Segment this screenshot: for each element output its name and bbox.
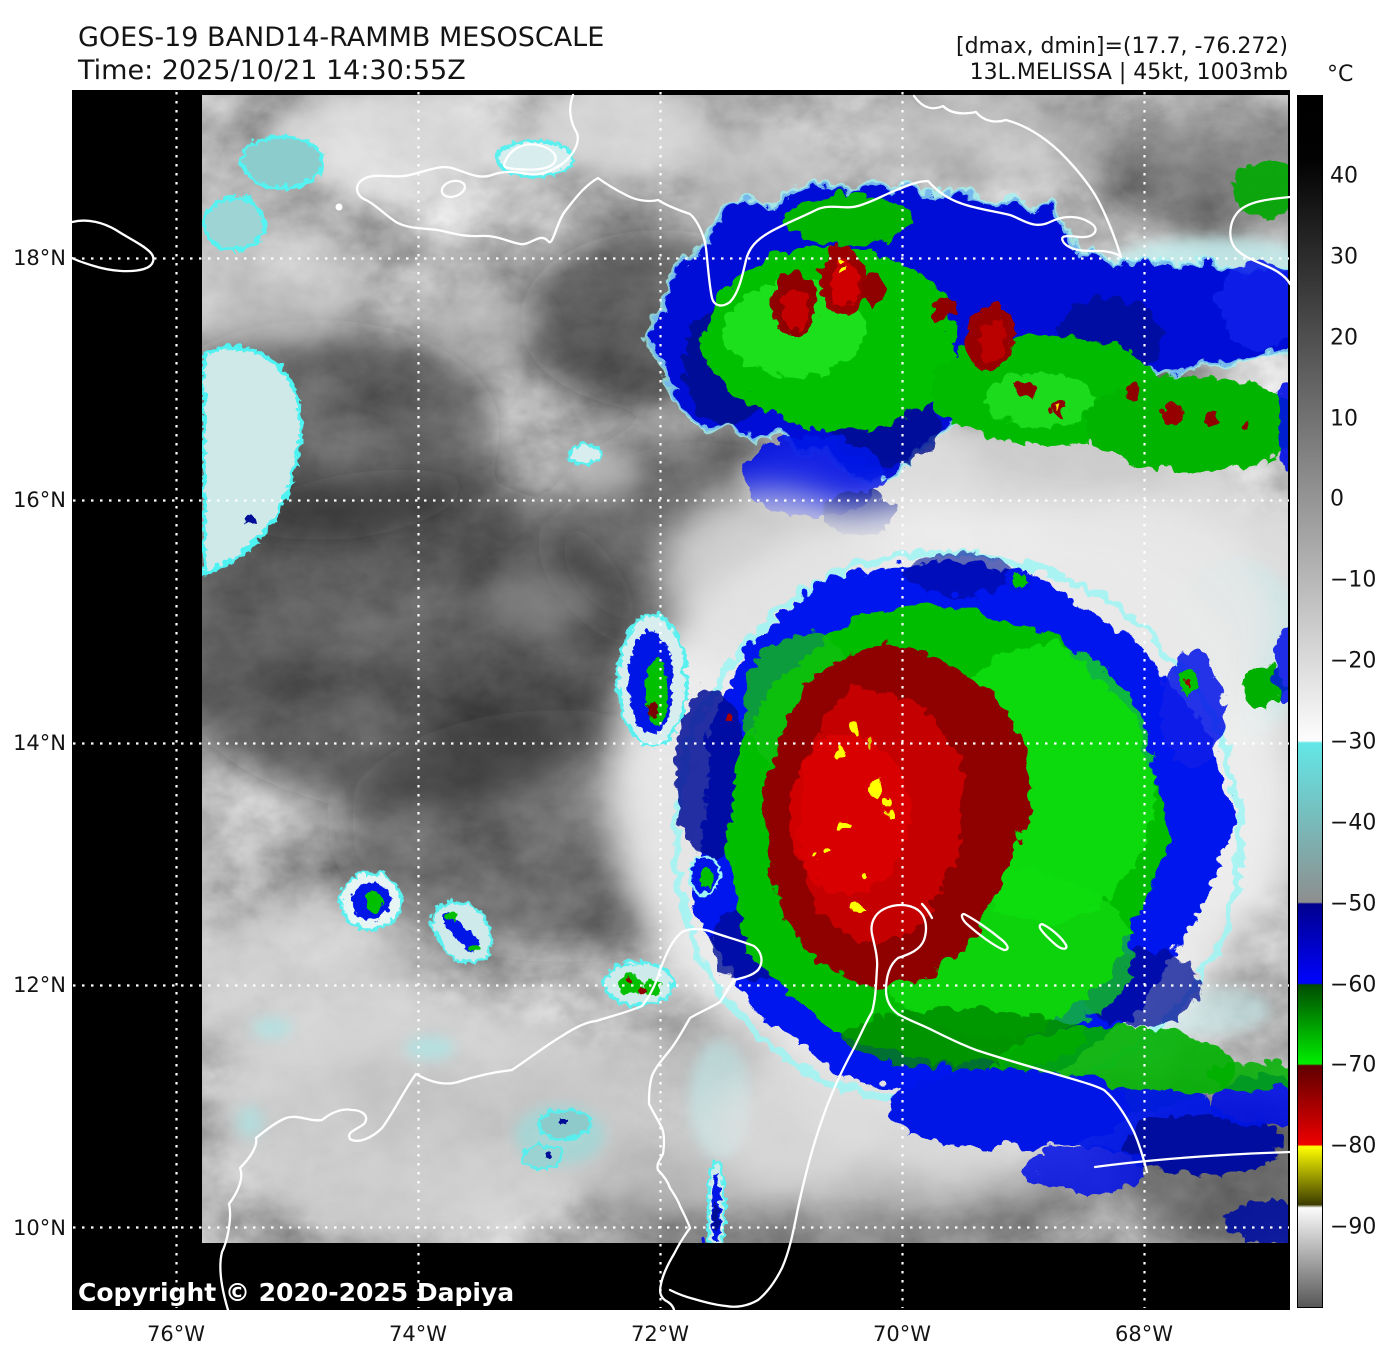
colorbar-tick: 0 (1330, 486, 1344, 512)
lat-tick-label: 12°N (13, 973, 66, 997)
lon-tick-label: 72°W (631, 1322, 689, 1346)
colorbar-tick: 20 (1330, 325, 1358, 351)
data-extremes: [dmax, dmin]=(17.7, -76.272) (956, 34, 1288, 59)
colorbar-tick: −10 (1330, 567, 1377, 593)
page-title: GOES-19 BAND14-RAMMB MESOSCALE (78, 22, 605, 53)
colorbar-unit: °C (1327, 62, 1354, 87)
colorbar-tick: −50 (1330, 891, 1377, 917)
satellite-data-layer (202, 95, 1288, 1243)
lat-tick-label: 16°N (13, 488, 66, 512)
lon-tick-label: 74°W (389, 1322, 447, 1346)
colorbar-tick: −90 (1330, 1214, 1377, 1240)
timestamp: Time: 2025/10/21 14:30:55Z (78, 55, 466, 86)
coastlines-layer (72, 93, 1290, 1310)
colorbar-tick: 10 (1330, 406, 1358, 432)
lon-tick-label: 70°W (873, 1322, 931, 1346)
colorbar-tick: 30 (1330, 244, 1358, 270)
colorbar-tick: −80 (1330, 1133, 1377, 1159)
lat-tick-label: 10°N (13, 1216, 66, 1240)
colorbar-tick: −40 (1330, 810, 1377, 836)
colorbar-tick: −20 (1330, 648, 1377, 674)
colorbar-tick: −70 (1330, 1052, 1377, 1078)
copyright-notice: Copyright © 2020-2025 Dapiya (78, 1278, 515, 1307)
lon-tick-label: 76°W (147, 1322, 205, 1346)
lon-tick-label: 68°W (1115, 1322, 1173, 1346)
lat-tick-label: 14°N (13, 731, 66, 755)
storm-info: 13L.MELISSA | 45kt, 1003mb (969, 60, 1288, 85)
lat-tick-label: 18°N (13, 246, 66, 270)
colorbar-tick: 40 (1330, 163, 1358, 189)
colorbar-tick: −30 (1330, 729, 1377, 755)
colorbar-tick: −60 (1330, 972, 1377, 998)
temperature-colorbar (1297, 95, 1323, 1308)
